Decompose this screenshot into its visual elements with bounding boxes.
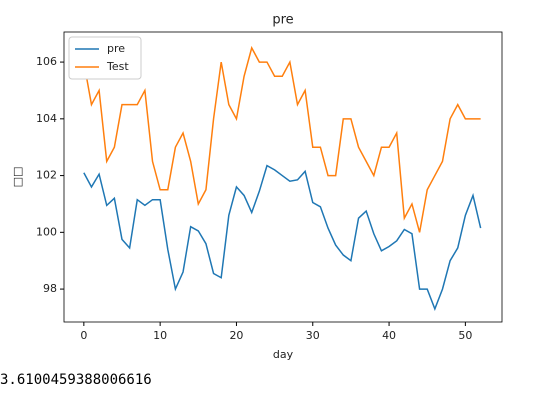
x-tick-label: 10 — [153, 329, 167, 342]
x-tick-label: 30 — [306, 329, 320, 342]
line-series — [83, 164, 482, 312]
x-tick-label: 20 — [229, 329, 243, 342]
legend-box — [68, 36, 142, 80]
y-tick-label: 102 — [36, 169, 57, 182]
y-tick-label: 98 — [43, 282, 57, 295]
y-tick-label: 106 — [36, 55, 57, 68]
y-axis-label: □□ — [11, 167, 24, 188]
chart-title: pre — [272, 13, 293, 28]
legend-label: pre — [107, 42, 125, 55]
line-series — [83, 45, 481, 233]
plot-frame — [63, 31, 503, 323]
x-axis-label: day — [273, 348, 294, 361]
y-tick-label: 100 — [36, 225, 57, 238]
printed-output: 3.6100459388006616 — [0, 372, 152, 388]
y-tick-label: 104 — [36, 112, 57, 125]
x-tick-label: 50 — [458, 329, 472, 342]
legend-label: Test — [106, 60, 129, 73]
x-tick-label: 0 — [80, 329, 87, 342]
x-tick-label: 40 — [382, 329, 396, 342]
chart: pre day □□ 0 10 20 30 40 50 98 100 102 104 106 pre T… — [11, 13, 503, 361]
